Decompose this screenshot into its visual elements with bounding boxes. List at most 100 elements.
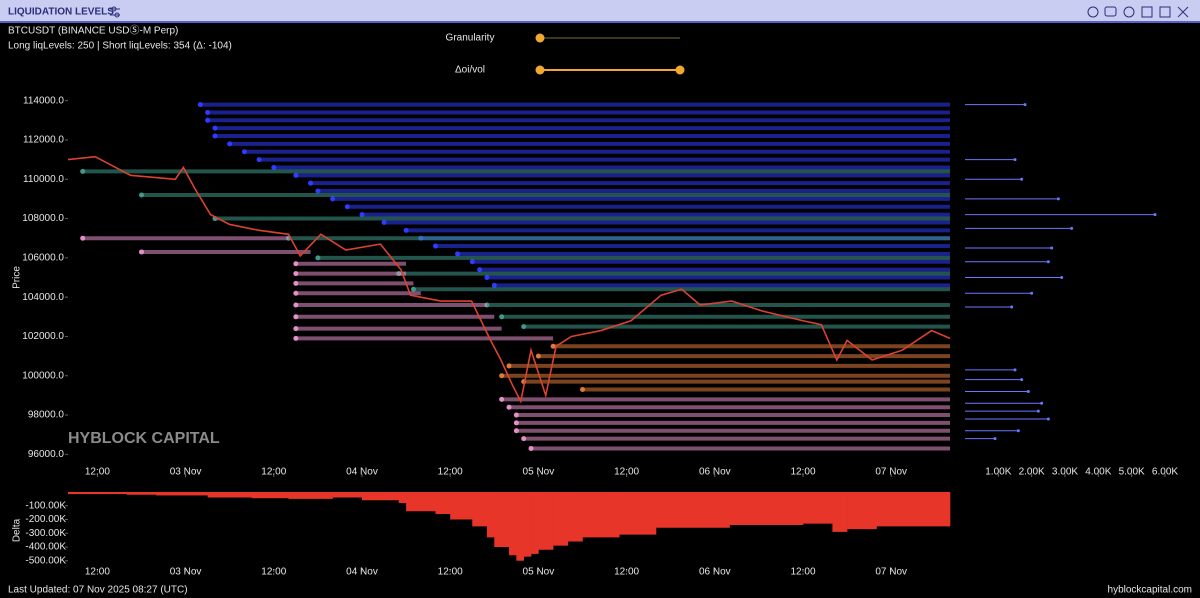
level-origin <box>293 280 299 286</box>
level-origin <box>499 373 505 379</box>
level-origin <box>477 267 483 273</box>
level-origin <box>315 188 321 194</box>
level-origin <box>528 445 534 451</box>
site: hyblockcapital.com <box>1108 585 1192 596</box>
volume-dot <box>1060 276 1064 279</box>
y-tick-label: -400.00K <box>25 542 66 553</box>
level-origin <box>212 125 218 131</box>
panel-title: LIQUIDATION LEVELS <box>8 7 114 18</box>
x-tick-label: 2.00K <box>1019 467 1045 478</box>
level-origin <box>271 164 277 170</box>
x-tick-label: 6.00K <box>1152 467 1178 478</box>
x-tick-label: 12:00 <box>85 467 110 478</box>
level-origin <box>410 286 416 292</box>
x-tick-label: 03 Nov <box>170 567 202 578</box>
y-tick-label: 112000.0 <box>23 135 64 146</box>
level-origin <box>499 396 505 402</box>
y-axis-label: Delta <box>12 518 23 542</box>
settings-icon[interactable] <box>110 6 120 18</box>
oi-vol-knob-min[interactable] <box>535 65 545 75</box>
level-origin <box>433 243 438 249</box>
x-tick-label: 4.00K <box>1085 467 1111 478</box>
refresh-icon[interactable] <box>1087 6 1099 18</box>
level-origin <box>499 314 505 320</box>
granularity-label: Granularity <box>446 33 495 44</box>
volume-dot <box>1056 197 1060 201</box>
delta-bar <box>472 492 488 527</box>
maximize-icon[interactable] <box>1159 6 1171 18</box>
granularity-knob[interactable] <box>535 33 545 43</box>
level-origin <box>293 335 299 341</box>
volume-dot <box>1050 246 1054 250</box>
x-tick-label: 12:00 <box>790 567 815 578</box>
delta-bar <box>207 492 253 498</box>
delta-bar <box>398 492 407 503</box>
volume-dot <box>1046 417 1050 421</box>
y-tick-label: 104000.0 <box>22 292 64 303</box>
level-origin <box>521 436 527 442</box>
y-tick-label: 102000.0 <box>22 331 64 342</box>
level-origin <box>241 149 247 155</box>
level-origin <box>403 227 409 233</box>
gear-icon[interactable] <box>1123 6 1135 18</box>
last-updated: Last Updated: 07 Nov 2025 08:27 (UTC) <box>8 585 188 596</box>
x-tick-label: 06 Nov <box>699 567 731 578</box>
x-tick-label: 03 Nov <box>170 467 202 478</box>
level-origin <box>80 235 86 241</box>
volume-dot <box>1013 158 1017 162</box>
delta-bar <box>847 492 877 530</box>
level-origin <box>139 249 144 255</box>
x-tick-label: 1.00K <box>985 467 1011 478</box>
volume-dot <box>1013 368 1017 372</box>
symbol: BTCUSDT (BINANCE USDⓈ-M Perp) <box>8 25 178 37</box>
level-origin <box>344 204 350 210</box>
level-origin <box>506 404 512 410</box>
volume-dot <box>1026 389 1030 393</box>
x-tick-label: 5.00K <box>1119 467 1145 478</box>
y-tick-label: 98000.0 <box>28 410 65 421</box>
plot-area: 12:00 03 Nov 12:00 04 Nov 12:00 05 Nov 12:00 06… <box>12 95 1179 577</box>
save-icon[interactable] <box>1141 6 1153 18</box>
x-tick-label: 12:00 <box>261 567 286 578</box>
x-tick-label: 05 Nov <box>523 467 555 478</box>
level-origin <box>359 212 365 218</box>
volume-dot <box>1023 103 1027 107</box>
level-origin <box>491 282 497 288</box>
level-origin <box>293 261 299 267</box>
y-tick-label: -300.00K <box>25 528 66 539</box>
camera-icon[interactable] <box>1104 6 1117 17</box>
y-tick-label: -100.00K <box>25 500 66 511</box>
volume-dot <box>1030 291 1034 295</box>
x-tick-label: 07 Nov <box>875 467 907 478</box>
level-info: Long liqLevels: 250 | Short liqLevels: 3… <box>8 41 232 52</box>
toolbar-icons[interactable] <box>1087 6 1189 18</box>
delta-bar <box>523 492 532 557</box>
x-tick-label: 12:00 <box>85 567 110 578</box>
volume-dot <box>1040 401 1044 405</box>
y-tick-label: -500.00K <box>25 555 66 566</box>
delta-bar <box>582 492 620 538</box>
delta-bar <box>332 492 363 498</box>
volume-dot <box>993 437 997 441</box>
level-origin <box>550 343 556 349</box>
level-origin <box>293 326 299 332</box>
delta-bar <box>68 492 128 495</box>
delta-bar <box>538 492 554 550</box>
oi-vol-knob-max[interactable] <box>675 65 685 75</box>
delta-bar <box>656 492 730 528</box>
level-origin <box>80 168 86 174</box>
watermark: HYBLOCK CAPITAL <box>68 430 220 447</box>
delta-bar <box>251 492 289 499</box>
delta-bar <box>553 492 569 546</box>
volume-dot <box>1016 429 1020 433</box>
delta-bar <box>876 492 951 527</box>
x-tick-label: 12:00 <box>614 567 639 578</box>
level-origin <box>293 302 299 308</box>
y-tick-label: -200.00K <box>25 514 66 525</box>
delta-bar <box>126 492 157 495</box>
level-origin <box>484 275 490 280</box>
volume-dot <box>1020 177 1024 181</box>
x-tick-label: 12:00 <box>438 467 463 478</box>
level-origin <box>293 172 299 178</box>
